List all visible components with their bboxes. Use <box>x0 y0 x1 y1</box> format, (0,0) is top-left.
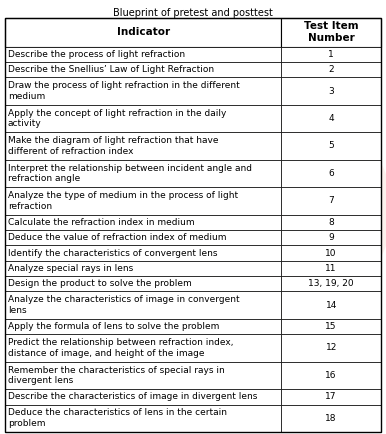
Bar <box>5 245 281 261</box>
Bar <box>281 389 381 404</box>
Bar <box>5 261 281 276</box>
Text: Analyze special rays in lens: Analyze special rays in lens <box>8 264 133 273</box>
Bar <box>5 319 281 334</box>
Bar <box>5 62 281 77</box>
Text: Deduce the characteristics of lens in the certain
problem: Deduce the characteristics of lens in th… <box>8 408 227 428</box>
Bar <box>281 404 381 432</box>
Bar <box>281 160 381 187</box>
Text: Analyze the characteristics of image in convergent
lens: Analyze the characteristics of image in … <box>8 295 240 315</box>
Text: 18: 18 <box>325 414 337 423</box>
Text: 15: 15 <box>325 322 337 331</box>
Text: Analyze the type of medium in the process of light
refraction: Analyze the type of medium in the proces… <box>8 191 238 211</box>
Text: PENDIDIKAN: PENDIDIKAN <box>268 139 312 145</box>
Text: Remember the characteristics of special rays in
divergent lens: Remember the characteristics of special … <box>8 365 225 385</box>
Text: 12: 12 <box>325 343 337 352</box>
Text: Test Item
Number: Test Item Number <box>304 21 359 43</box>
Bar <box>281 214 381 230</box>
Text: Describe the Snellius’ Law of Light Refraction: Describe the Snellius’ Law of Light Refr… <box>8 65 214 74</box>
Bar <box>5 292 281 319</box>
Bar <box>281 77 381 105</box>
Bar <box>281 230 381 245</box>
Text: Identify the characteristics of convergent lens: Identify the characteristics of converge… <box>8 249 217 257</box>
Bar <box>281 362 381 389</box>
Text: 4: 4 <box>328 114 334 123</box>
Bar <box>281 62 381 77</box>
Bar <box>5 404 281 432</box>
Text: 17: 17 <box>325 392 337 401</box>
Bar <box>281 132 381 160</box>
Text: 3: 3 <box>328 86 334 95</box>
Bar <box>281 18 381 46</box>
Text: 14: 14 <box>325 301 337 310</box>
Text: 8: 8 <box>328 218 334 227</box>
Bar <box>281 276 381 292</box>
Text: Draw the process of light refraction in the different
medium: Draw the process of light refraction in … <box>8 81 240 101</box>
Bar <box>5 132 281 160</box>
Bar <box>5 187 281 214</box>
Text: Calculate the refraction index in medium: Calculate the refraction index in medium <box>8 218 195 227</box>
Text: 2: 2 <box>328 65 334 74</box>
Text: Make the diagram of light refraction that have
different of refraction index: Make the diagram of light refraction tha… <box>8 136 218 156</box>
Bar <box>281 319 381 334</box>
Text: Indicator: Indicator <box>117 27 170 37</box>
Text: 10: 10 <box>325 249 337 257</box>
Bar <box>281 187 381 214</box>
Bar <box>5 46 281 62</box>
Bar <box>5 334 281 362</box>
Bar <box>5 77 281 105</box>
Bar <box>281 245 381 261</box>
Text: Apply the concept of light refraction in the daily
activity: Apply the concept of light refraction in… <box>8 108 226 128</box>
Text: 5: 5 <box>328 141 334 151</box>
Bar <box>5 18 281 46</box>
Bar <box>281 105 381 132</box>
Text: 6: 6 <box>328 169 334 178</box>
Text: Design the product to solve the problem: Design the product to solve the problem <box>8 279 192 288</box>
Text: KIKAN: KIKAN <box>273 205 307 215</box>
Text: Blueprint of pretest and posttest: Blueprint of pretest and posttest <box>113 8 273 18</box>
Bar <box>5 389 281 404</box>
Text: Describe the characteristics of image in divergent lens: Describe the characteristics of image in… <box>8 392 257 401</box>
Bar <box>281 46 381 62</box>
Text: 13, 19, 20: 13, 19, 20 <box>308 279 354 288</box>
Bar <box>5 160 281 187</box>
Text: Deduce the value of refraction index of medium: Deduce the value of refraction index of … <box>8 233 227 242</box>
Bar <box>5 276 281 292</box>
Bar <box>281 292 381 319</box>
Text: Predict the relationship between refraction index,
distance of image, and height: Predict the relationship between refract… <box>8 338 234 358</box>
Text: Describe the process of light refraction: Describe the process of light refraction <box>8 50 185 59</box>
Bar <box>281 334 381 362</box>
Text: 7: 7 <box>328 196 334 205</box>
Text: 16: 16 <box>325 371 337 380</box>
Bar <box>5 214 281 230</box>
Bar <box>5 230 281 245</box>
Bar <box>5 362 281 389</box>
Text: INDONESIA: INDONESIA <box>270 276 310 280</box>
Text: 9: 9 <box>328 233 334 242</box>
Bar <box>5 105 281 132</box>
Text: Interpret the relationship between incident angle and
refraction angle: Interpret the relationship between incid… <box>8 164 252 183</box>
Text: Apply the formula of lens to solve the problem: Apply the formula of lens to solve the p… <box>8 322 219 331</box>
Text: 11: 11 <box>325 264 337 273</box>
Bar <box>281 261 381 276</box>
Text: 1: 1 <box>328 50 334 59</box>
